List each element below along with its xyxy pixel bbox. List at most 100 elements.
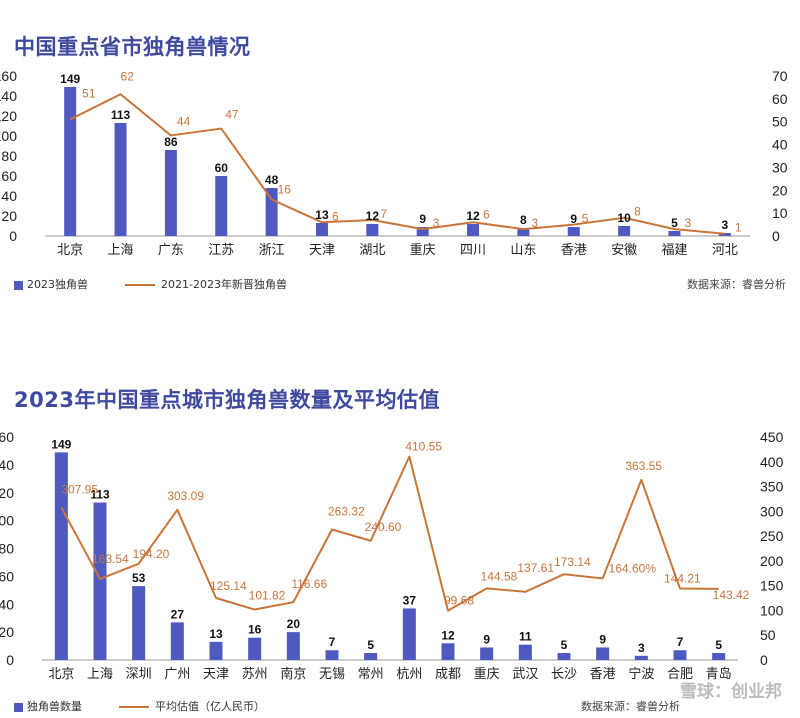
chart1-ytick-right: 20: [772, 182, 788, 198]
chart1-line-label: 51: [82, 86, 96, 100]
chart1-source: 数据来源：睿兽分析: [687, 278, 786, 291]
chart2-bar-label: 9: [599, 632, 606, 646]
chart2-category-label: 武汉: [512, 667, 538, 682]
chart1-line-label: 16: [278, 182, 292, 196]
chart2-ytick-right: 250: [760, 528, 784, 544]
chart1-category-label: 河北: [712, 243, 738, 258]
chart2-bar-label: 5: [561, 638, 568, 652]
chart1-line-series: [69, 93, 725, 235]
chart1-ytick-right: 40: [772, 137, 788, 153]
chart1-line-label: 5: [582, 212, 589, 226]
chart2-ytick-left: 80: [0, 541, 14, 557]
chart2-ytick-right: 400: [760, 454, 784, 470]
chart1-category-label: 重庆: [410, 242, 436, 258]
chart1-legend: 2023独角兽 2021-2023年新晋独角兽: [14, 276, 287, 292]
chart2-category-label: 青岛: [706, 666, 732, 682]
chart2-line-label: 125.14: [210, 579, 247, 593]
chart2-legend: 独角兽数量 平均估值（亿人民币）: [14, 698, 265, 714]
chart2-bar: [402, 608, 416, 660]
chart2-line-label: 240.60: [365, 520, 402, 534]
legend-bar-swatch: [14, 702, 23, 712]
chart1-line-label: 44: [177, 114, 191, 128]
chart1-ytick-left: 40: [1, 188, 17, 204]
chart2-ytick-left: 140: [0, 457, 14, 473]
chart1-bar-label: 3: [721, 218, 728, 232]
legend-line-swatch: [125, 284, 155, 286]
chart1-ytick-right: 0: [772, 228, 780, 244]
chart2-bar: [325, 650, 339, 660]
chart2-ytick-left: 20: [0, 624, 14, 640]
chart2-bar-label: 20: [287, 617, 301, 631]
chart1-plot: 020406080100120140160010203040506070北京上海…: [0, 68, 788, 258]
chart1-bar: [517, 228, 530, 236]
chart2-category-label: 常州: [358, 667, 384, 682]
chart2-ytick-right: 50: [760, 627, 776, 643]
chart2-line-label: 164.60%: [609, 561, 657, 575]
chart2-bar: [286, 632, 300, 660]
chart2-source: 数据来源：睿兽分析: [581, 700, 680, 713]
chart1-bar-label: 12: [366, 209, 380, 223]
chart2-ytick-right: 300: [760, 503, 784, 519]
chart2-bar-label: 149: [51, 437, 71, 451]
chart2-line-label: 307.95: [61, 482, 98, 496]
chart1-line-label: 3: [531, 216, 538, 230]
chart2-ytick-left: 60: [0, 568, 14, 584]
chart2-line-label: 163.54: [92, 552, 129, 566]
chart2-line-label: 144.21: [664, 572, 701, 586]
chart2-bar: [248, 637, 262, 660]
chart2-line-label: 99.68: [444, 594, 474, 608]
chart2-bar: [441, 643, 455, 660]
chart1-ytick-left: 60: [1, 168, 17, 184]
chart1-bar: [467, 224, 480, 236]
chart2-ytick-right: 200: [760, 553, 784, 569]
chart2-bar: [634, 655, 648, 660]
chart2-category-label: 杭州: [396, 667, 422, 682]
chart1-ytick-right: 70: [772, 68, 788, 84]
chart1-bar: [618, 226, 631, 236]
chart2-ytick-left: 0: [6, 652, 14, 668]
chart1-line-label: 62: [121, 69, 135, 83]
chart2-line-label: 137.61: [517, 561, 554, 575]
chart2-line-label: 116.66: [291, 577, 327, 591]
chart1-bar-label: 9: [570, 212, 577, 226]
chart2-bar: [54, 452, 68, 660]
chart2-bar: [132, 586, 146, 660]
chart2-category-label: 合肥: [667, 667, 693, 682]
chart1-bar-label: 13: [315, 208, 329, 222]
chart2-line-label: 101.82: [249, 589, 286, 603]
chart1-category-label: 浙江: [259, 243, 285, 258]
chart2-category-label: 南京: [280, 666, 306, 682]
chart1-category-label: 安徽: [611, 243, 637, 258]
chart1-category-label: 福建: [661, 243, 687, 258]
chart1-ytick-left: 100: [0, 128, 17, 144]
chart2-ytick-right: 0: [760, 652, 768, 668]
chart1-legend-line-label: 2021-2023年新晋独角兽: [161, 278, 287, 291]
chart2-ytick-right: 150: [760, 578, 784, 594]
chart1-ytick-right: 10: [772, 205, 788, 221]
chart2-bar-label: 7: [329, 635, 336, 649]
chart2-category-label: 宁波: [628, 666, 654, 682]
chart1-line-label: 6: [332, 209, 339, 223]
chart1-line-label: 8: [634, 205, 641, 219]
chart2-category-label: 苏州: [242, 666, 268, 682]
chart1-category-label: 山东: [510, 243, 536, 258]
chart1-line-label: 1: [735, 221, 742, 235]
chart2-bar: [596, 647, 610, 660]
chart1-bar: [215, 176, 228, 236]
chart2-bar-label: 5: [715, 638, 722, 652]
chart1-ytick-left: 0: [9, 228, 17, 244]
chart1-bar: [718, 233, 731, 236]
chart2-bar-label: 27: [171, 607, 185, 621]
chart2-category-label: 香港: [590, 667, 616, 682]
chart1-bar-label: 48: [265, 173, 279, 187]
chart2-bar: [673, 650, 687, 660]
chart1-category-label: 湖北: [359, 243, 385, 258]
chart1-ytick-right: 50: [772, 114, 788, 130]
chart2-legend-bar-label: 独角兽数量: [27, 700, 82, 713]
chart1-bar: [416, 227, 429, 236]
chart1-bar-label: 12: [466, 209, 480, 223]
chart2-bar-label: 3: [638, 641, 645, 655]
watermark: 雪球：创业邦: [680, 682, 782, 702]
chart1-line-label: 3: [684, 216, 691, 230]
